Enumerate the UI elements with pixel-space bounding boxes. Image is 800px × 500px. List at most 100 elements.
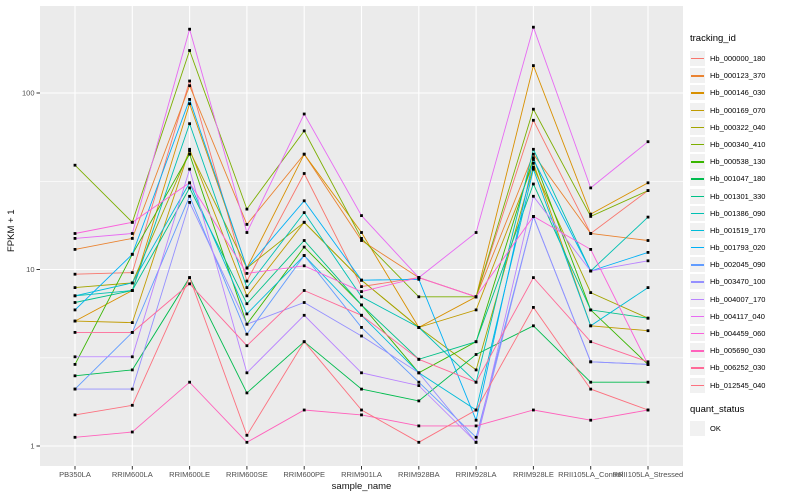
legend-item-label: Hb_001386_090 — [710, 208, 766, 218]
legend-item: Hb_003470_100 — [690, 274, 798, 290]
legend-items: Hb_000000_180 Hb_000123_370 Hb_000146_030 H… — [690, 51, 798, 393]
legend-item-label: Hb_004117_040 — [710, 311, 765, 321]
svg-text:PB350LA: PB350LA — [59, 470, 91, 479]
legend-item-label: Hb_000340_410 — [710, 139, 766, 149]
legend-item-label: Hb_000169_070 — [710, 105, 766, 115]
legend-item: Hb_012545_040 — [690, 377, 798, 393]
legend-key-line — [691, 92, 704, 94]
legend-item-label: Hb_012545_040 — [710, 380, 766, 390]
legend-item-label: Hb_004007_170 — [710, 294, 766, 304]
legend-item-label: Hb_001519_170 — [710, 225, 766, 235]
legend-key-line — [691, 126, 704, 129]
legend-title-tracking-id: tracking_id — [690, 33, 736, 44]
legend-key-box — [690, 274, 705, 290]
legend-item: Hb_004117_040 — [690, 308, 798, 324]
legend-key-line — [691, 109, 704, 111]
y-axis: 1 10 100 — [22, 89, 40, 451]
legend-key-line — [691, 75, 704, 77]
legend-item-label: Hb_000123_370 — [710, 71, 766, 81]
legend-item: Hb_000146_030 — [690, 85, 798, 101]
legend-key-line — [691, 350, 704, 352]
legend-item: Hb_000322_040 — [690, 119, 798, 135]
svg-text:RRIM600PE: RRIM600PE — [283, 470, 325, 479]
legend-item: Hb_000123_370 — [690, 68, 798, 84]
legend-key-box — [690, 308, 705, 324]
legend-item: Hb_000169_070 — [690, 102, 798, 118]
legend-key-box — [690, 360, 705, 376]
legend-key-line — [691, 298, 704, 301]
svg-text:100: 100 — [22, 89, 35, 98]
svg-text:RRIM928LE: RRIM928LE — [513, 470, 554, 479]
x-axis: PB350LA RRIM600LA RRIM600LE RRIM600SE RRIM60… — [59, 466, 683, 479]
svg-text:RRII105LA_Stressed: RRII105LA_Stressed — [613, 470, 683, 479]
legend-key-box — [690, 326, 705, 341]
legend-key-box — [690, 188, 705, 204]
legend-item-label: Hb_000322_040 — [710, 122, 766, 132]
legend-key-box — [690, 136, 705, 152]
legend-key-line — [691, 384, 704, 386]
svg-text:10: 10 — [26, 265, 34, 274]
legend-key-box — [690, 119, 705, 135]
legend-key-box — [690, 51, 705, 66]
x-axis-title: sample_name — [331, 481, 392, 492]
legend-key-box — [690, 85, 705, 101]
legend-key-line — [691, 143, 704, 146]
legend-key-line — [691, 161, 704, 163]
legend-item: Hb_006252_030 — [690, 360, 798, 376]
legend-item: Hb_000538_130 — [690, 154, 798, 170]
legend-key-line — [691, 229, 704, 232]
svg-text:RRIM928LA: RRIM928LA — [456, 470, 497, 479]
legend-key-box — [690, 68, 705, 84]
legend-key-line — [691, 195, 704, 197]
legend-item-label: Hb_004459_060 — [710, 329, 766, 338]
legend-item: Hb_004459_060 — [690, 326, 798, 341]
legend-panel: tracking_id Hb_000000_180 Hb_000123_370 Hb… — [690, 33, 798, 438]
legend-item: Hb_002045_090 — [690, 257, 798, 273]
legend-item: Hb_001301_330 — [690, 188, 798, 204]
legend-item-label: Hb_006252_030 — [710, 363, 766, 373]
legend-item-label: Hb_001793_020 — [710, 243, 766, 253]
svg-text:RRIM600SE: RRIM600SE — [226, 470, 268, 479]
legend-title-quant-status: quant_status — [690, 403, 745, 415]
ok-label: OK — [710, 423, 721, 433]
svg-text:RRII105LA_Control: RRII105LA_Control — [558, 470, 623, 479]
legend-key-line — [691, 58, 704, 60]
legend-key-box — [690, 171, 705, 187]
legend-item: Hb_000340_410 — [690, 136, 798, 152]
legend-item-label: Hb_001301_330 — [710, 191, 766, 201]
legend-key-line — [691, 212, 704, 215]
legend-key-box — [690, 154, 705, 170]
legend-item: Hb_001519_170 — [690, 222, 798, 238]
legend-key-box — [690, 291, 705, 307]
legend-key-box — [690, 222, 705, 238]
legend-key-line — [691, 281, 704, 283]
legend-key-box — [690, 377, 705, 393]
legend-item-label: Hb_000146_030 — [710, 88, 766, 98]
svg-text:RRIM928BA: RRIM928BA — [398, 470, 440, 479]
legend-key-line — [691, 315, 704, 318]
legend-key-line — [691, 264, 704, 266]
legend-item-label: Hb_002045_090 — [710, 260, 766, 270]
legend-item: Hb_004007_170 — [690, 291, 798, 307]
svg-text:RRIM600LE: RRIM600LE — [169, 470, 210, 479]
legend-key-line — [691, 367, 704, 369]
legend-item: Hb_001793_020 — [690, 240, 798, 256]
legend-key-box — [690, 240, 705, 256]
legend-key-box — [690, 257, 705, 273]
legend-key-line — [691, 178, 704, 180]
legend-item: Hb_001047_180 — [690, 171, 798, 187]
data-points — [73, 25, 650, 444]
legend-key-box — [690, 102, 705, 118]
legend-item-label: Hb_000538_130 — [710, 157, 766, 167]
legend-item: Hb_005690_030 — [690, 343, 798, 359]
legend-key-box — [690, 343, 705, 359]
legend-item: Hb_001386_090 — [690, 205, 798, 221]
svg-text:RRIM600LA: RRIM600LA — [112, 470, 153, 479]
legend-key-line — [691, 247, 704, 249]
y-axis-title: FPKM + 1 — [6, 209, 17, 253]
legend-item-label: Hb_005690_030 — [710, 346, 766, 356]
legend-item-label: Hb_001047_180 — [710, 174, 766, 184]
legend-key-box — [690, 205, 705, 221]
